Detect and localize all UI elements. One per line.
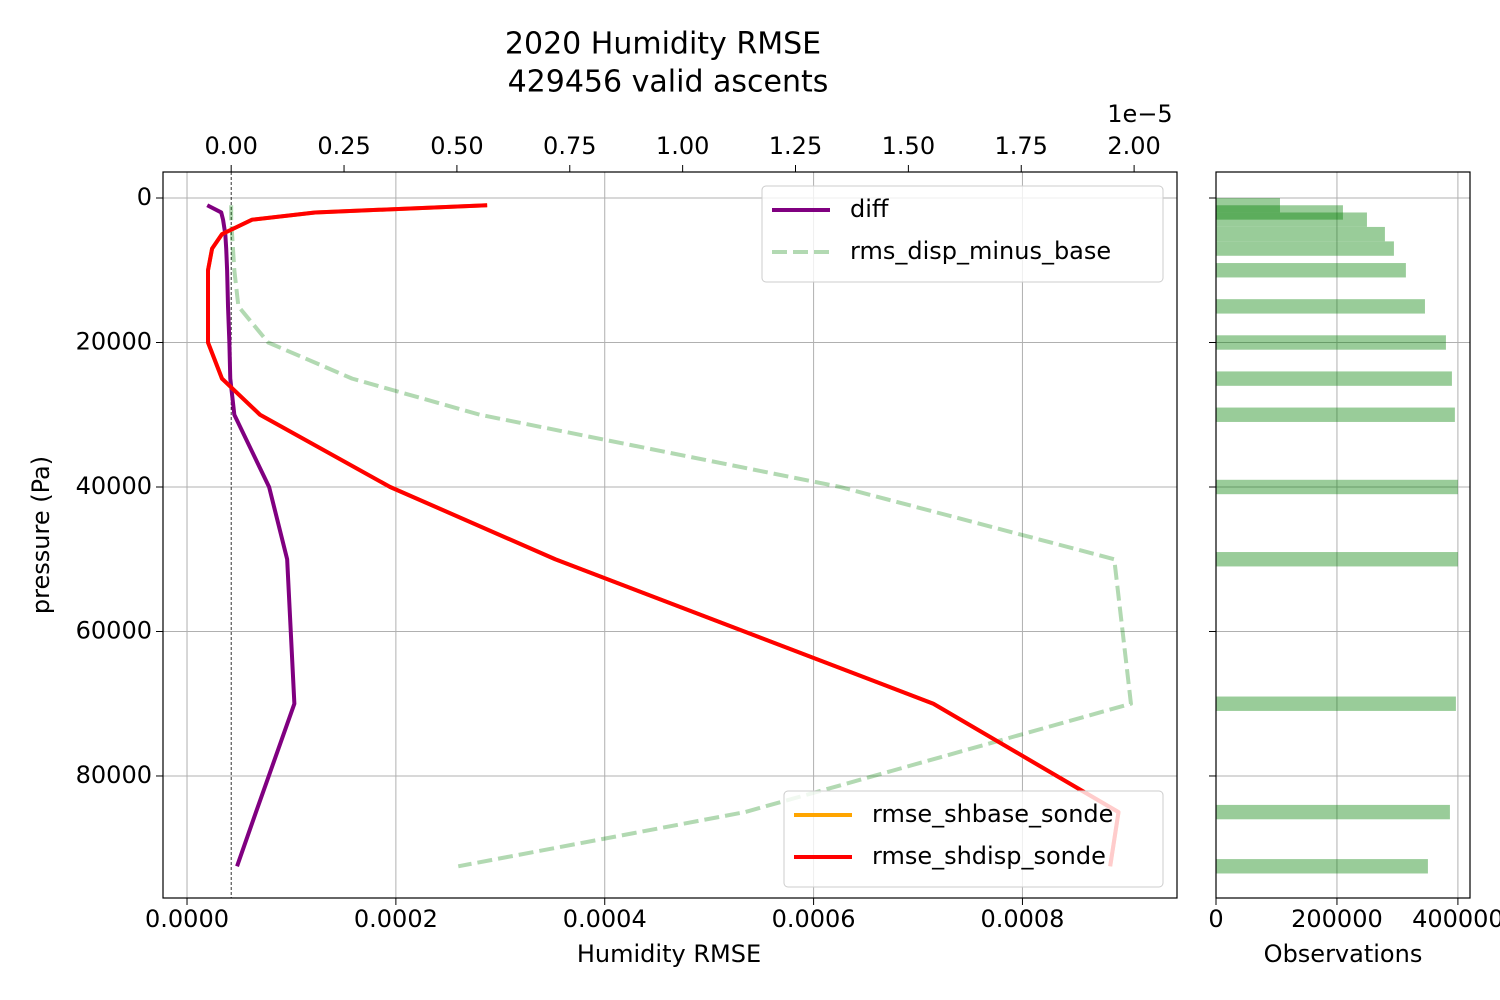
bar bbox=[1216, 696, 1456, 711]
chart-subtitle: 429456 valid ascents bbox=[508, 65, 829, 100]
bar bbox=[1216, 552, 1458, 567]
x-axis-label: Humidity RMSE bbox=[577, 940, 761, 968]
bar bbox=[1216, 371, 1452, 386]
x-tick-label: 0.0004 bbox=[563, 905, 647, 933]
x2-tick-label: 1.25 bbox=[769, 132, 822, 160]
x-tick-label: 0 bbox=[1208, 905, 1223, 933]
series-line bbox=[206, 203, 1121, 867]
legend-box bbox=[761, 185, 1164, 283]
bar bbox=[1216, 205, 1343, 220]
y-tick-label: 0 bbox=[137, 183, 152, 211]
legend-box bbox=[783, 790, 1164, 888]
bar bbox=[1216, 859, 1428, 874]
series-line bbox=[206, 203, 297, 867]
axes-frame bbox=[1215, 171, 1471, 899]
bar bbox=[1216, 335, 1446, 350]
x-tick-label: 0.0002 bbox=[354, 905, 438, 933]
x2-tick-label: 1.50 bbox=[882, 132, 935, 160]
x-tick-label: 0.0008 bbox=[980, 905, 1064, 933]
plot-area bbox=[163, 172, 1177, 898]
legend-label: rms_disp_minus_base bbox=[850, 237, 1111, 265]
chart-title: 2020 Humidity RMSE bbox=[505, 27, 821, 62]
x2-tick-label: 0.25 bbox=[317, 132, 370, 160]
legend: diff rms_disp_minus_base bbox=[761, 185, 1164, 283]
y-tick-label: 20000 bbox=[76, 328, 152, 356]
x2-tick-label: 0.50 bbox=[430, 132, 483, 160]
axes-frame bbox=[162, 171, 1178, 899]
bar bbox=[1216, 299, 1425, 314]
x2-tick-label: 1.00 bbox=[656, 132, 709, 160]
bar bbox=[1216, 212, 1367, 227]
y-tick-label: 80000 bbox=[76, 761, 152, 789]
legend-label: rmse_shdisp_sonde bbox=[872, 842, 1106, 870]
bar bbox=[1216, 226, 1385, 242]
x-tick-label: 0.0006 bbox=[772, 905, 856, 933]
bar-x-axis-label: Observations bbox=[1264, 940, 1423, 968]
bar bbox=[1216, 407, 1455, 422]
x2-tick-label: 2.00 bbox=[1107, 132, 1160, 160]
y-tick-label: 60000 bbox=[76, 616, 152, 644]
legend: rmse_shbase_sonde rmse_shdisp_sonde bbox=[783, 790, 1164, 888]
bar bbox=[1216, 198, 1280, 213]
bar bbox=[1216, 804, 1450, 820]
x-tick-label: 400000 bbox=[1412, 905, 1500, 933]
x2-offset-label: 1e−5 bbox=[1107, 100, 1172, 128]
legend-label: diff bbox=[850, 195, 889, 223]
y-axis-label: pressure (Pa) bbox=[27, 456, 55, 614]
x-tick-label: 0.0000 bbox=[145, 905, 229, 933]
bar bbox=[1216, 263, 1406, 278]
x2-tick-label: 1.75 bbox=[995, 132, 1048, 160]
bar bbox=[1216, 479, 1458, 495]
series-line bbox=[229, 205, 1133, 869]
x-tick-label: 200000 bbox=[1291, 905, 1383, 933]
y-tick-label: 40000 bbox=[76, 472, 152, 500]
bar bbox=[1216, 241, 1394, 256]
series-line bbox=[206, 203, 1121, 867]
x2-tick-label: 0.75 bbox=[543, 132, 596, 160]
legend-label: rmse_shbase_sonde bbox=[872, 800, 1113, 828]
bar-area bbox=[1215, 172, 1470, 898]
x2-tick-label: 0.00 bbox=[204, 132, 257, 160]
